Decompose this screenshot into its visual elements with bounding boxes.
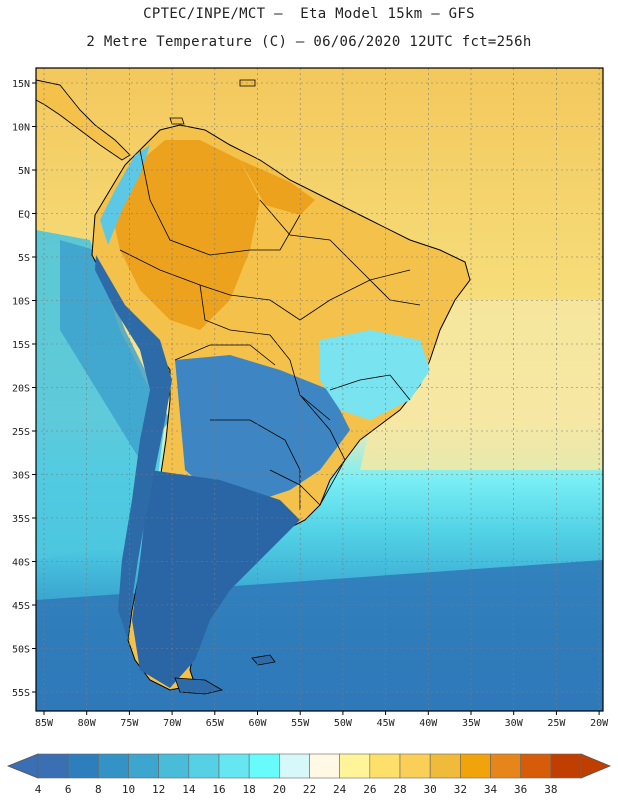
longitude-label: 60W [248,718,267,729]
colorbar-swatch [460,753,491,779]
colorbar-right-arrow [580,753,612,779]
colorbar-swatch [339,753,371,779]
longitude-label: 85W [35,718,54,729]
latitude-label: 45S [12,601,30,612]
colorbar-swatch [248,753,280,779]
colorbar-label: 24 [333,783,347,796]
colorbar-swatch [550,753,582,779]
longitude-label: 80W [78,718,97,729]
caribbean-islands [169,79,256,125]
latitude-label: 30S [12,471,30,482]
longitude-label: 50W [334,718,353,729]
colorbar-label: 36 [514,783,527,796]
colorbar-swatch [128,753,159,779]
latitude-label: 35S [12,514,30,525]
colorbar-swatch [67,753,99,779]
colorbar-label: 18 [243,783,256,796]
longitude-label: 55W [291,718,310,729]
colorbar-label: 26 [363,783,376,796]
central-america-landmass [36,79,131,161]
tierra-del-fuego [174,677,224,695]
colorbar-swatch [520,753,552,779]
brazil-highlands-cool-region [320,330,430,420]
falkland-islands [251,654,276,666]
longitude-label: 45W [377,718,396,729]
colorbar-label: 30 [424,783,437,796]
colorbar-label: 10 [122,783,135,796]
colorbar-label: 20 [273,783,286,796]
longitude-label: 40W [419,718,438,729]
latitude-label: 50S [12,645,30,656]
colorbar-swatch [429,753,461,779]
latitude-label: 15S [12,340,30,351]
colorbar-swatch [399,753,431,779]
colorbar-label: 8 [95,783,102,796]
latitude-label: 25S [12,427,30,438]
longitude-label: 35W [462,718,481,729]
pacific-ocean-coastal-band [60,240,170,460]
longitude-label: 30W [505,718,524,729]
colorbar-swatch [279,753,310,779]
latitude-label: 10N [12,123,30,134]
colorbar-swatch [37,753,69,779]
latitude-label: 55S [12,688,30,699]
colorbar-label: 16 [212,783,225,796]
colorbar-label: 14 [182,783,196,796]
west-coast-cold-strip [95,255,172,640]
colorbar-label: 28 [393,783,406,796]
map-frame [35,67,604,712]
latitude-label: 40S [12,558,30,569]
latitude-label: EQ [18,210,30,221]
colorbar-swatch [158,753,190,779]
longitude-labels: 85W 80W 75W 70W 65W 60W 55W 50W 45W 40W 35W 30W 25W 2… [35,711,609,729]
patagonia-cold-region [132,470,300,688]
longitude-label: 65W [206,718,225,729]
longitude-label: 75W [120,718,139,729]
colorbar-swatch [98,753,129,779]
colorbar-label: 38 [544,783,557,796]
longitude-label: 25W [547,718,566,729]
colorbar-label: 34 [484,783,498,796]
colorbar-label: 12 [152,783,165,796]
colorbar-label: 6 [65,783,72,796]
colorbar-swatch [218,753,250,779]
colorbar-swatch [188,753,220,779]
hot-guiana-region [240,160,315,215]
latitude-label: 15N [12,79,30,90]
latitude-label: 10S [12,297,30,308]
colorbar-label: 4 [35,783,42,796]
colorbar-swatch [309,753,340,779]
colorbar-swatch [369,753,401,779]
longitude-label: 20W [590,718,609,729]
colorbar: 4 6 8 10 12 14 16 18 20 22 24 26 28 30 32 34 36 38 [6,753,612,796]
latitude-label: 5S [18,253,30,264]
map-gridlines [36,68,603,711]
colorbar-swatch [490,753,521,779]
longitude-label: 70W [163,718,182,729]
chart-title-line2: 2 Metre Temperature (C) – 06/06/2020 12U… [86,34,532,50]
colorbar-label: 32 [454,783,467,796]
colorbar-left-arrow [6,753,39,779]
latitude-label: 5N [18,166,30,177]
latitude-label: 20S [12,384,30,395]
latitude-labels: 15N 10N 5N EQ 5S 10S 15S 20S 25S 30S 35S 40S 45S 50S 5… [12,79,36,699]
colorbar-label: 22 [303,783,316,796]
chart-title-line1: CPTEC/INPE/MCT – Eta Model 15km – GFS [143,6,475,22]
